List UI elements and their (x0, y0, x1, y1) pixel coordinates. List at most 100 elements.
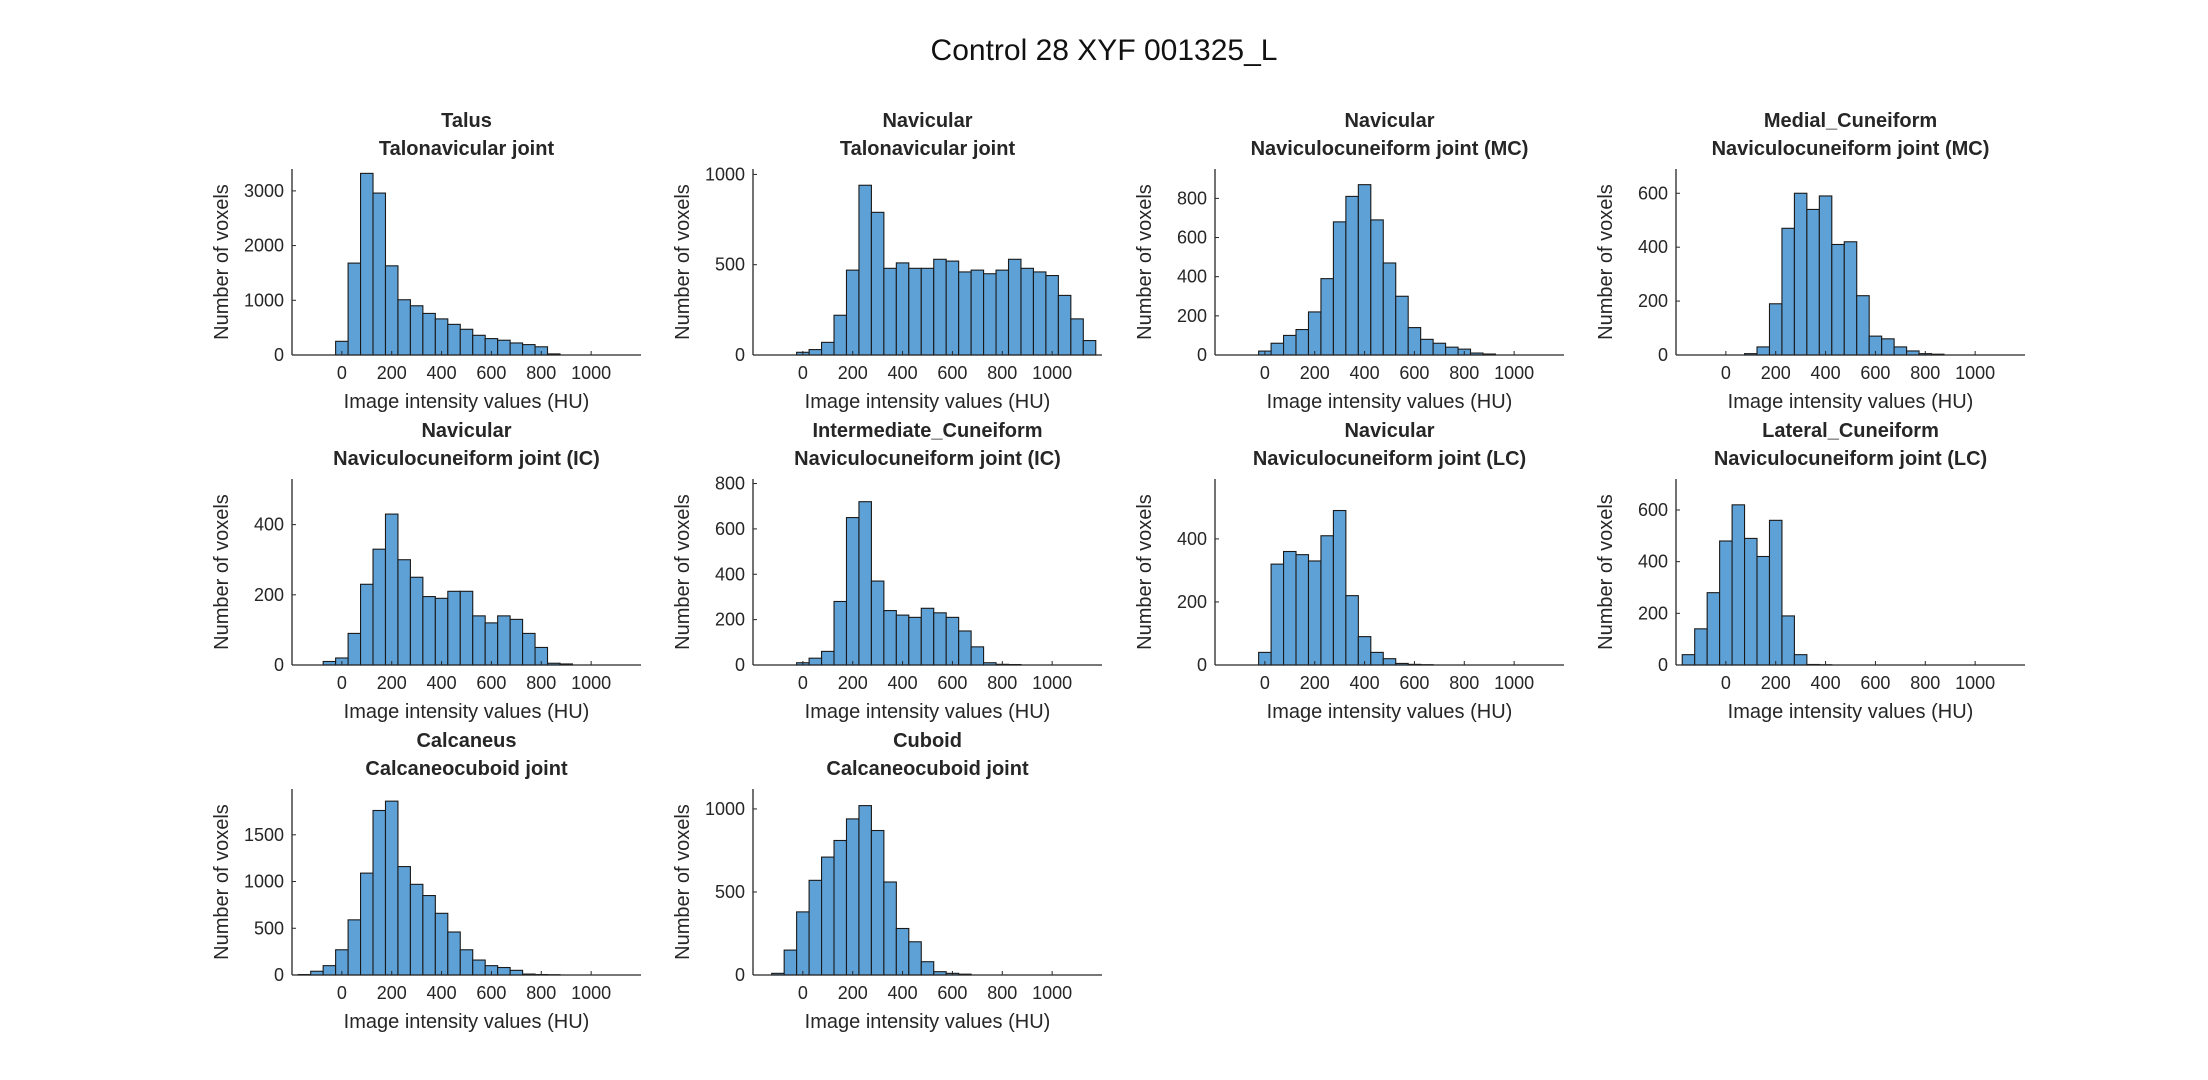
chart-title-line-2: Calcaneocuboid joint (365, 758, 568, 780)
x-axis-label: Image intensity values (HU) (805, 1011, 1051, 1033)
y-tick-label: 200 (1638, 603, 1668, 623)
y-tick-label: 200 (715, 610, 745, 630)
histogram-bar (983, 273, 997, 356)
x-tick-label: 1000 (1955, 673, 1995, 693)
y-axis-label: Number of voxels (211, 494, 233, 650)
x-tick-label: 400 (888, 673, 918, 693)
histogram-bar (1768, 303, 1783, 356)
histogram-bar (1445, 346, 1459, 356)
x-tick-label: 400 (427, 673, 457, 693)
x-tick-label: 1000 (571, 673, 611, 693)
histogram-bar (870, 580, 885, 666)
histogram-panel-6: 0 200 400 600 800 1000 0 200 400 600 800 Image inte… (672, 420, 1102, 723)
chart-title-line-2: Naviculocuneiform joint (MC) (1712, 138, 1990, 160)
x-tick-label: 800 (987, 983, 1017, 1003)
histogram-bar (322, 965, 337, 976)
histogram-bar (372, 809, 387, 976)
x-tick-label: 200 (1761, 673, 1791, 693)
histogram-bar (920, 267, 935, 356)
x-tick-label: 800 (1449, 363, 1479, 383)
x-tick-label: 200 (1300, 673, 1330, 693)
histogram-bar (1070, 318, 1084, 356)
histogram-bar (920, 961, 935, 976)
histogram-bar (472, 334, 486, 356)
chart-title-line-2: Talonavicular joint (379, 138, 555, 160)
y-tick-label: 0 (735, 655, 745, 675)
histogram-bar (397, 866, 411, 976)
y-axis-label: Number of voxels (1134, 494, 1156, 650)
histogram-bar (845, 517, 860, 666)
x-tick-label: 0 (337, 983, 347, 1003)
histogram-bar (1843, 241, 1858, 356)
x-tick-label: 400 (888, 363, 918, 383)
histogram-panel-10: 0 200 400 600 800 1000 0 500 1000 Image intensity… (672, 730, 1102, 1033)
histogram-bar (434, 912, 449, 976)
histogram-bar (1332, 221, 1347, 356)
histogram-bar (1020, 267, 1034, 356)
histogram-bar (821, 856, 835, 976)
histogram-bar (1320, 278, 1334, 356)
histogram-bar (821, 650, 835, 666)
y-tick-label: 200 (1177, 592, 1207, 612)
histogram-bar (360, 172, 374, 356)
y-tick-label: 0 (274, 345, 284, 365)
y-tick-label: 0 (735, 345, 745, 365)
y-tick-label: 3000 (244, 181, 284, 201)
x-tick-label: 1000 (1494, 673, 1534, 693)
y-tick-label: 200 (1177, 306, 1207, 326)
y-axis-label: Number of voxels (1595, 184, 1617, 340)
x-tick-label: 0 (798, 983, 808, 1003)
y-tick-label: 800 (1177, 188, 1207, 208)
histogram-bar (895, 614, 910, 666)
histogram-bar (509, 618, 524, 666)
histogram-bar (360, 583, 374, 666)
x-tick-label: 0 (1721, 363, 1731, 383)
histogram-bar (447, 931, 461, 976)
x-tick-label: 600 (1860, 363, 1890, 383)
histogram-bar (908, 267, 922, 356)
x-tick-label: 1000 (1955, 363, 1995, 383)
histogram-bar (920, 607, 935, 666)
histogram-bar (1045, 274, 1059, 356)
x-tick-label: 1000 (571, 363, 611, 383)
histogram-bar (908, 941, 922, 976)
histogram-bar (347, 262, 362, 356)
x-axis-label: Image intensity values (HU) (1267, 701, 1513, 723)
histogram-bar (1307, 311, 1322, 356)
chart-title-line-1: Intermediate_Cuneiform (812, 420, 1042, 442)
x-tick-label: 0 (337, 363, 347, 383)
histogram-bar (409, 305, 424, 356)
x-axis-label: Image intensity values (HU) (344, 1011, 590, 1033)
chart-title-line-1: Navicular (1344, 420, 1434, 442)
x-tick-label: 400 (1811, 673, 1841, 693)
x-tick-label: 200 (377, 673, 407, 693)
histogram-bar (895, 927, 910, 976)
histogram-panel-2: 0 200 400 600 800 1000 0 500 1000 Image intensity… (672, 110, 1102, 413)
x-tick-label: 200 (377, 983, 407, 1003)
histogram-bar (1432, 342, 1447, 356)
histogram-bar (895, 262, 910, 356)
histogram-bar (509, 342, 524, 356)
y-tick-label: 1000 (705, 164, 745, 184)
histogram-bar (459, 590, 474, 666)
histogram-bar (447, 323, 461, 356)
x-tick-label: 0 (1260, 363, 1270, 383)
x-axis-label: Image intensity values (HU) (805, 391, 1051, 413)
chart-title-line-1: Calcaneus (416, 730, 516, 752)
histogram-bar (870, 211, 885, 356)
histogram-bar (845, 269, 860, 356)
histogram-bar (1768, 519, 1783, 666)
histogram-bar (472, 615, 486, 666)
histogram-bar (422, 312, 436, 356)
y-tick-label: 400 (1177, 529, 1207, 549)
y-axis-label: Number of voxels (672, 184, 694, 340)
x-tick-label: 0 (337, 673, 347, 693)
histogram-bar (1806, 208, 1820, 356)
histogram-bar (497, 339, 511, 356)
y-tick-label: 400 (1638, 552, 1668, 572)
x-tick-label: 600 (476, 983, 506, 1003)
y-tick-label: 400 (1177, 267, 1207, 287)
x-tick-label: 0 (1721, 673, 1731, 693)
histogram-bar (970, 269, 985, 356)
histogram-bar (434, 597, 449, 666)
